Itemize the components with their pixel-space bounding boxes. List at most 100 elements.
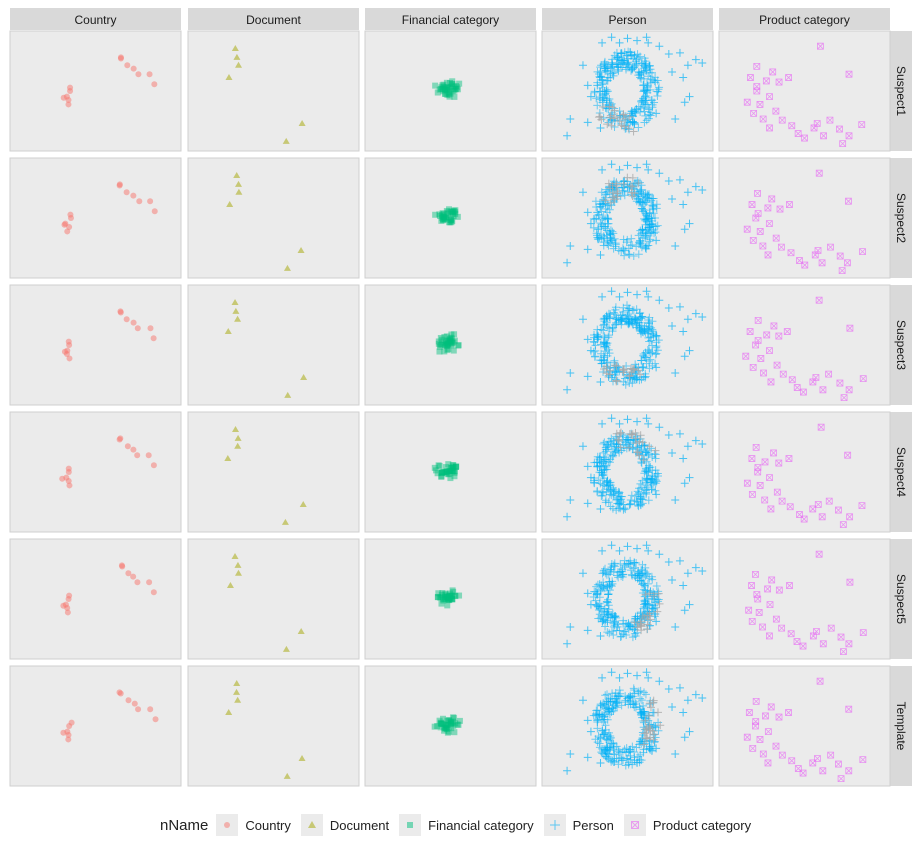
data-point (845, 767, 853, 775)
data-point (609, 631, 618, 640)
data-point (625, 430, 634, 439)
data-point (597, 188, 606, 197)
legend: nName Country Document Financial categor… (160, 810, 800, 840)
data-point (675, 175, 684, 184)
data-point (799, 642, 807, 650)
data-point (441, 725, 448, 732)
data-point (624, 700, 633, 709)
data-point (618, 570, 627, 579)
panel-suspect4-document (187, 411, 360, 533)
data-point (627, 570, 636, 579)
panel-suspect3-financial-category (364, 284, 537, 406)
data-point (615, 673, 624, 682)
data-point (563, 258, 572, 267)
data-point (440, 596, 447, 603)
data-point (436, 717, 443, 724)
panel-bg (187, 665, 360, 787)
data-point (626, 751, 635, 760)
data-point (601, 583, 610, 592)
data-point (602, 339, 611, 348)
data-point (583, 81, 592, 90)
data-point (645, 574, 654, 583)
data-point (642, 211, 651, 220)
panel-suspect3-country (9, 284, 182, 406)
data-point (601, 347, 610, 356)
data-point (655, 83, 664, 92)
data-point (641, 328, 650, 337)
data-point (671, 623, 680, 631)
data-point (607, 541, 616, 550)
data-point (605, 577, 614, 586)
data-point (616, 504, 625, 513)
data-point (299, 500, 307, 507)
data-point (634, 752, 643, 761)
data-point (438, 469, 445, 476)
panel-bg (718, 157, 891, 279)
data-point (766, 124, 773, 132)
data-point (767, 505, 775, 513)
data-point (448, 592, 455, 599)
data-point (61, 221, 68, 228)
data-point (444, 84, 451, 91)
data-point (635, 309, 644, 318)
data-point (593, 716, 602, 725)
data-point (773, 361, 781, 369)
data-point (787, 249, 795, 257)
data-point (604, 589, 613, 598)
data-point (439, 721, 446, 728)
data-point (610, 757, 619, 766)
data-point (652, 109, 661, 118)
data-point (437, 594, 444, 601)
data-point (647, 721, 656, 730)
data-point (642, 668, 651, 677)
data-point (446, 93, 453, 100)
data-point (748, 618, 756, 625)
data-point (455, 721, 462, 728)
data-point (652, 200, 661, 209)
data-point (633, 671, 642, 680)
data-point (650, 730, 659, 739)
data-point (632, 305, 641, 314)
data-point (646, 699, 655, 708)
data-point (449, 339, 456, 346)
strip-bg (10, 8, 181, 30)
data-point (638, 225, 647, 234)
data-point (455, 342, 462, 349)
data-point (788, 122, 796, 130)
data-point (642, 745, 651, 754)
data-point (448, 464, 455, 471)
data-point (65, 101, 72, 108)
legend-key-financial-category (399, 814, 422, 836)
data-point (627, 50, 636, 59)
data-point (452, 720, 459, 727)
data-point (598, 292, 607, 301)
data-point (442, 724, 449, 731)
data-point (679, 200, 688, 209)
data-point (642, 244, 651, 253)
data-point (654, 589, 663, 598)
data-point (652, 349, 661, 358)
data-point (232, 425, 240, 432)
data-point (145, 452, 152, 459)
data-point (451, 714, 458, 721)
data-point (840, 394, 848, 402)
data-point (615, 626, 624, 635)
data-point (117, 308, 124, 315)
data-point (605, 366, 614, 375)
data-point (599, 213, 608, 222)
data-point (634, 366, 643, 375)
data-point (645, 337, 654, 346)
data-point (456, 717, 463, 724)
data-point (123, 189, 130, 196)
data-point (814, 247, 822, 254)
data-point (786, 503, 794, 511)
data-point (619, 505, 628, 514)
data-point (643, 446, 652, 455)
data-point (612, 377, 621, 386)
data-point (644, 419, 653, 428)
data-point (438, 591, 445, 598)
data-point (646, 703, 655, 712)
data-point (625, 500, 634, 509)
data-point (600, 87, 609, 96)
panel-template-financial-category (364, 665, 537, 787)
